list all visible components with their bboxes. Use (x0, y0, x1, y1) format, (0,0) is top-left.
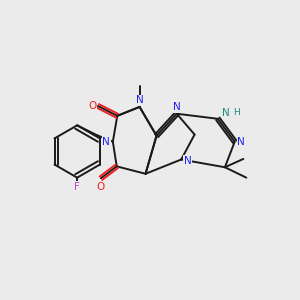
Text: N: N (136, 95, 143, 105)
Text: N: N (222, 108, 230, 118)
Text: N: N (173, 102, 181, 112)
Text: N: N (237, 137, 245, 147)
Text: O: O (88, 101, 96, 111)
Text: F: F (74, 182, 80, 192)
Text: N: N (184, 156, 192, 166)
Text: N: N (102, 137, 110, 147)
Text: H: H (233, 108, 240, 117)
Text: O: O (97, 182, 105, 192)
